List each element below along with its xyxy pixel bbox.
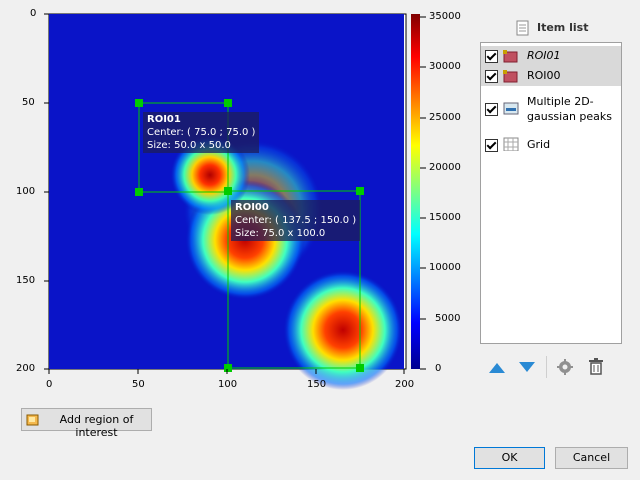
x-tick-label: 0 [46, 379, 53, 390]
checkbox[interactable] [485, 103, 498, 116]
item-list-header: Item list [516, 20, 626, 36]
colorbar-tick-label: 20000 [429, 162, 461, 173]
list-item-image[interactable]: Multiple 2D-gaussian peaks [481, 91, 621, 127]
trash-icon[interactable] [589, 358, 603, 375]
list-item-roi00[interactable]: ROI00 [481, 66, 621, 86]
roi-name: ROI01 [147, 114, 181, 125]
y-tick-label: 0 [30, 8, 37, 19]
roi00-handle [224, 364, 232, 372]
colorbar-ticks [420, 16, 426, 370]
x-tick-label: 50 [132, 379, 145, 390]
colorbar-tick-label: 10000 [429, 262, 461, 273]
roi-size: Size: 75.0 x 100.0 [235, 228, 326, 239]
plot-area[interactable]: 0 50 100 150 200 0 50 100 150 200 35000 … [0, 0, 461, 400]
checkbox[interactable] [485, 50, 498, 63]
colorbar [411, 14, 420, 369]
roi-size: Size: 50.0 x 50.0 [147, 140, 231, 151]
roi-icon [503, 70, 518, 83]
colorbar-tick-label: 0 [435, 363, 442, 374]
colorbar-tick-label: 5000 [435, 313, 461, 324]
checkbox[interactable] [485, 139, 498, 152]
move-down-icon[interactable] [518, 359, 536, 375]
checkbox[interactable] [485, 70, 498, 83]
ok-button[interactable]: OK [474, 447, 545, 469]
list-item-label: ROI00 [527, 69, 561, 82]
list-item-grid[interactable]: Grid [481, 135, 621, 155]
list-item-roi01[interactable]: ROI01 [481, 46, 621, 66]
roi00-handle [224, 187, 232, 195]
toolbar-separator [546, 356, 547, 378]
item-list-panel[interactable]: ROI01 ROI00 Multiple 2D-gaussian peaks G… [480, 42, 622, 344]
y-tick-label: 100 [16, 186, 36, 197]
y-tick-label: 50 [22, 97, 35, 108]
list-item-label: Multiple 2D-gaussian peaks [527, 95, 613, 123]
add-roi-label: Add region of interest [59, 413, 134, 439]
item-list-title: Item list [537, 21, 589, 34]
roi-icon [503, 50, 518, 63]
x-tick-label: 200 [395, 379, 415, 390]
x-tick-label: 150 [307, 379, 327, 390]
colorbar-tick-label: 25000 [429, 112, 461, 123]
document-icon [516, 20, 529, 36]
grid-icon [503, 137, 519, 151]
roi00-info-label[interactable]: ROI00 Center: ( 137.5 ; 150.0 ) Size: 75… [231, 200, 361, 241]
roi00-handle [356, 364, 364, 372]
gear-icon[interactable] [557, 359, 573, 375]
colorbar-tick-label: 15000 [429, 212, 461, 223]
roi00-rect [227, 190, 361, 369]
roi-name: ROI00 [235, 202, 269, 213]
roi-center: Center: ( 137.5 ; 150.0 ) [235, 215, 357, 226]
list-item-label: ROI01 [527, 49, 561, 62]
list-item-label: Grid [527, 138, 551, 151]
image-icon [503, 102, 519, 115]
roi01-info-label[interactable]: ROI01 Center: ( 75.0 ; 75.0 ) Size: 50.0… [143, 112, 260, 153]
roi01-handle [135, 99, 143, 107]
roi-center: Center: ( 75.0 ; 75.0 ) [147, 127, 256, 138]
axis-ticks [44, 13, 405, 374]
colorbar-tick-label: 35000 [429, 11, 461, 22]
y-tick-label: 150 [16, 275, 36, 286]
plot-svg [44, 13, 426, 390]
cancel-button[interactable]: Cancel [555, 447, 628, 469]
colorbar-tick-label: 30000 [429, 61, 461, 72]
y-tick-label: 200 [16, 363, 36, 374]
roi00-handle [356, 187, 364, 195]
add-region-of-interest-button[interactable]: Add region of interest [21, 408, 152, 439]
move-up-icon[interactable] [488, 359, 506, 375]
x-tick-label: 100 [218, 379, 238, 390]
roi01-handle [224, 99, 232, 107]
peak-3 [283, 270, 403, 390]
add-roi-icon [26, 414, 39, 426]
roi01-handle [135, 188, 143, 196]
